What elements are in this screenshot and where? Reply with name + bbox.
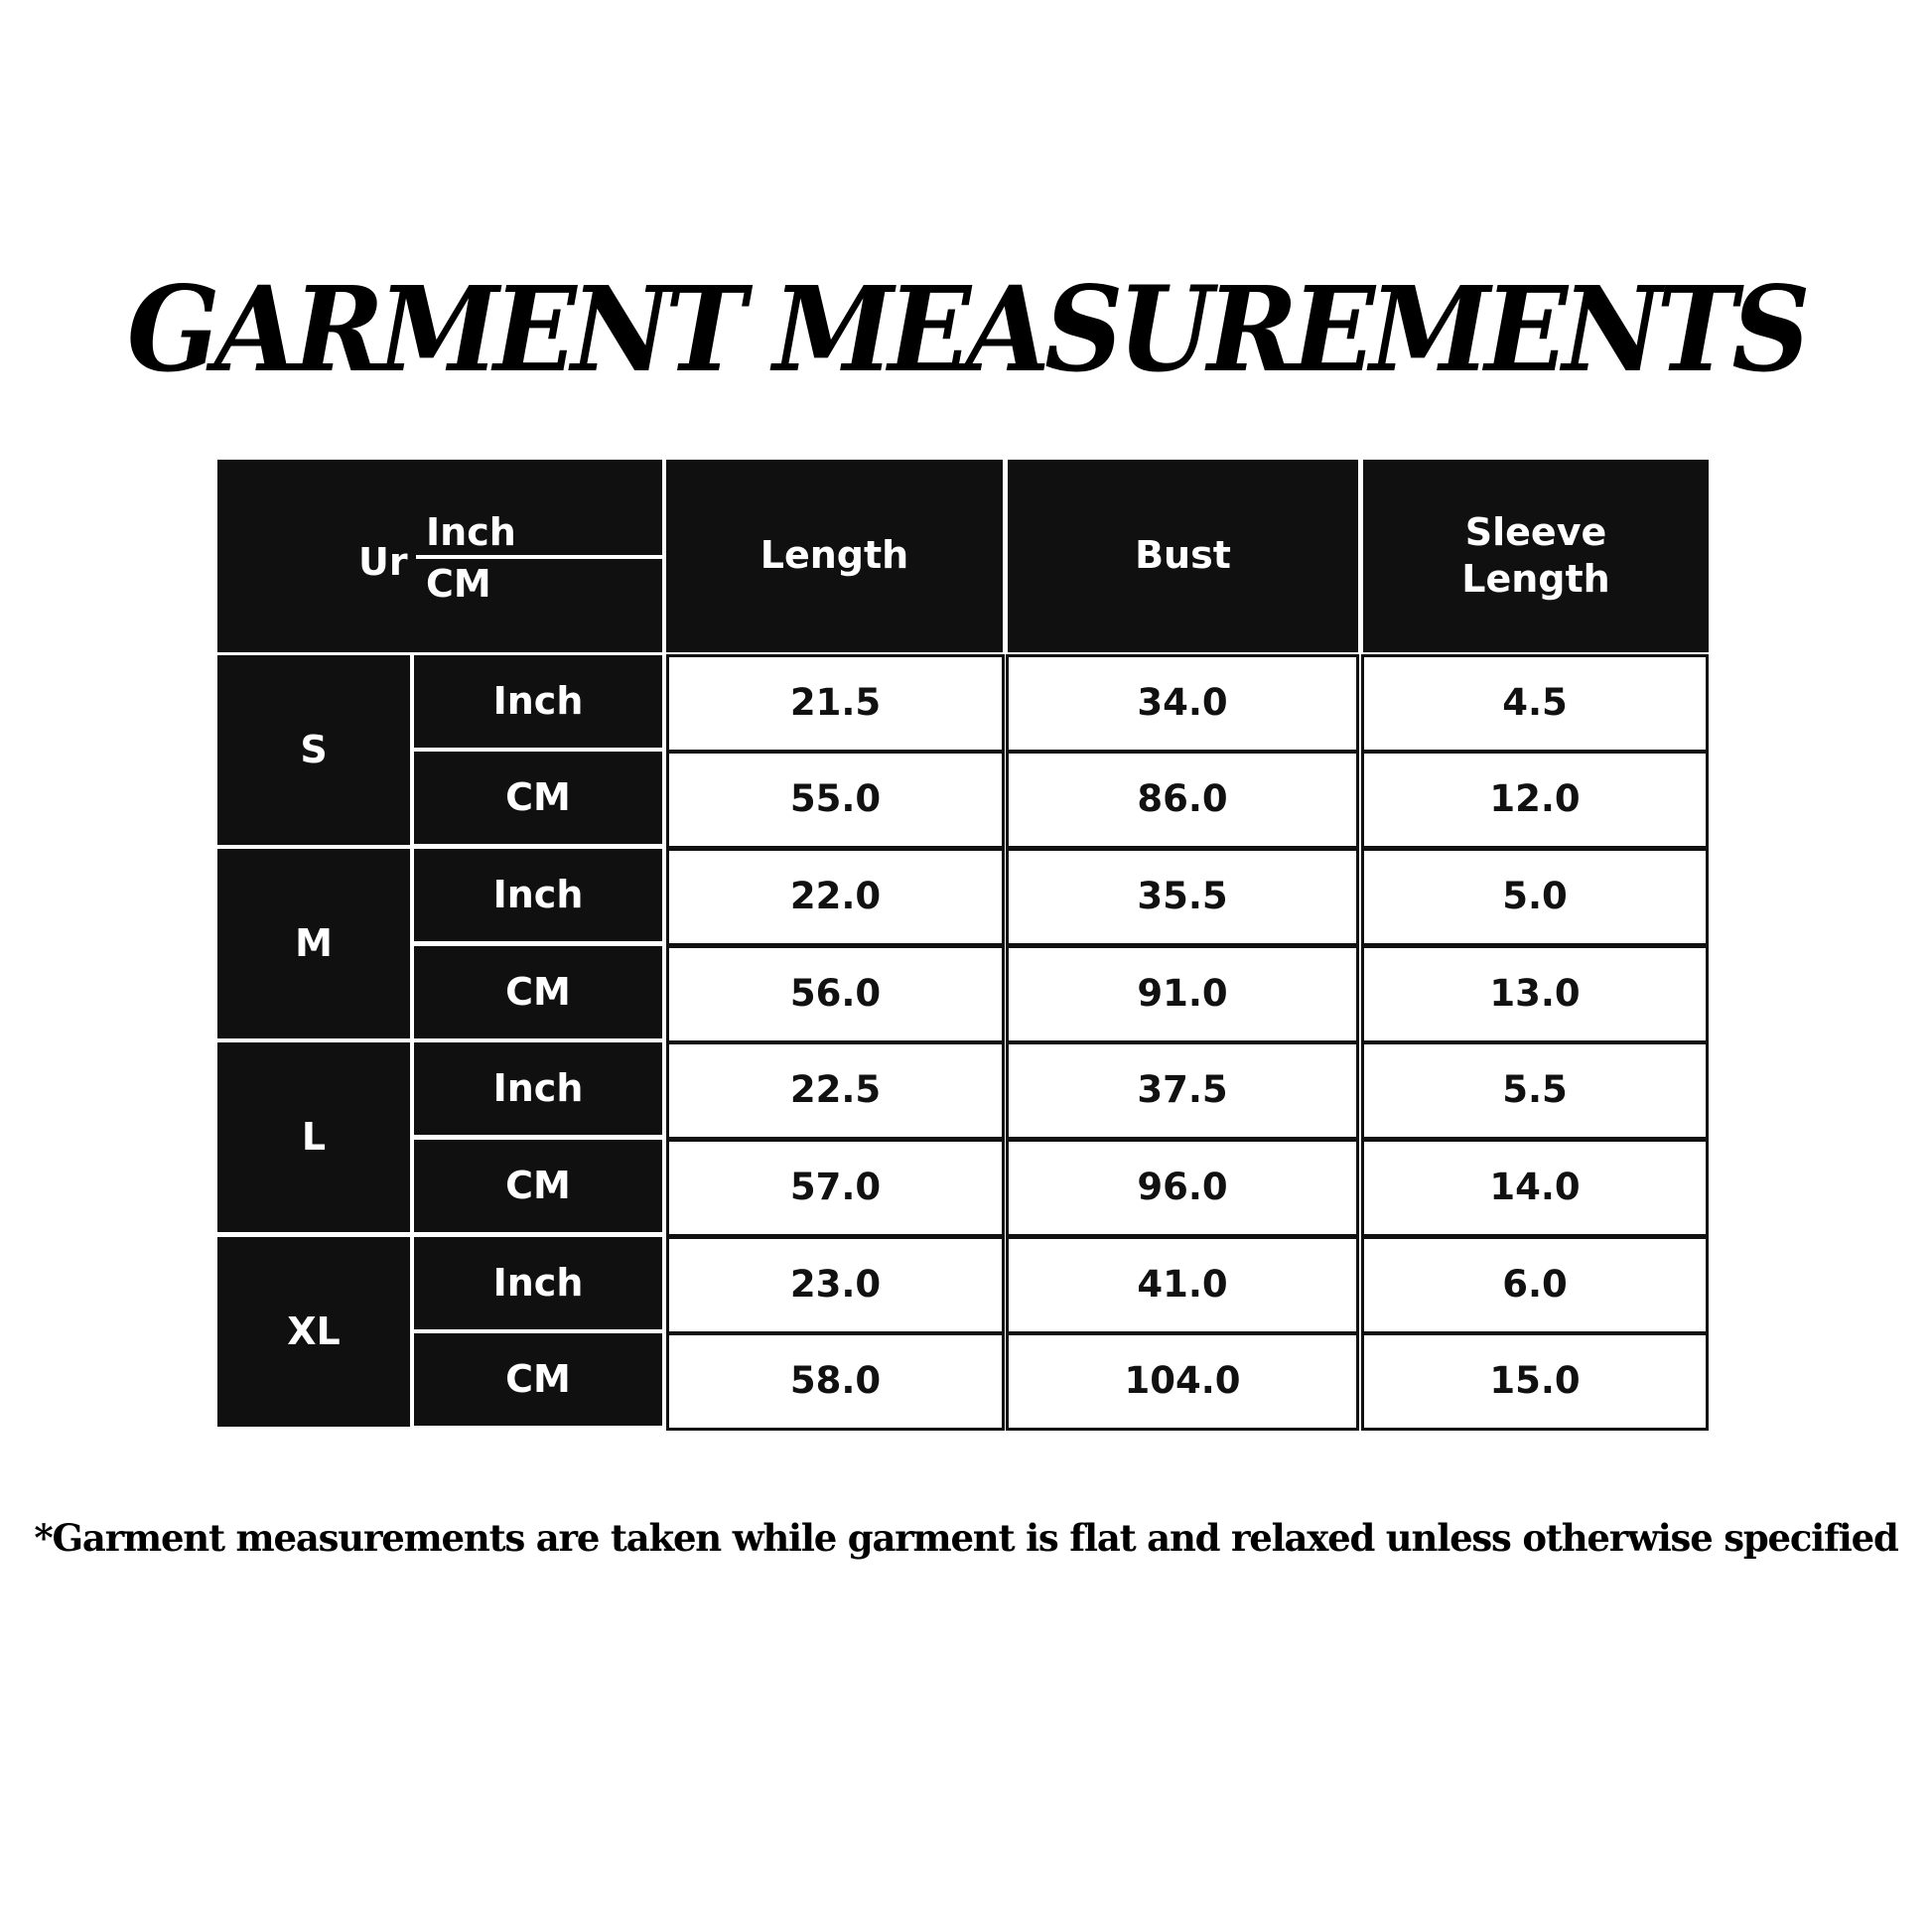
size-label-xl: XL	[217, 1237, 410, 1427]
size-label-l: L	[217, 1042, 410, 1232]
corner-divider	[416, 555, 662, 559]
table-cell: 22.0	[666, 848, 1005, 946]
column-header-bust: Bust	[1008, 460, 1358, 652]
corner-label: Ur	[358, 540, 408, 584]
table-cell: 15.0	[1361, 1332, 1709, 1431]
table-cell: 55.0	[666, 751, 1005, 849]
table-cell: 22.5	[666, 1041, 1005, 1140]
table-cell: 37.5	[1006, 1041, 1359, 1140]
size-label-m: M	[217, 849, 410, 1038]
corner-top-unit: Inch	[426, 510, 516, 554]
table-cell: 91.0	[1006, 945, 1359, 1043]
table-cell: 56.0	[666, 945, 1005, 1043]
corner-header: Ur Inch CM	[217, 460, 662, 652]
size-chart-table: Ur Inch CM Length Bust Sleeve Length S In…	[217, 460, 1709, 1431]
table-cell: 4.5	[1361, 654, 1709, 753]
column-header-sleeve-length: Sleeve Length	[1363, 460, 1709, 652]
unit-label: CM	[414, 1333, 662, 1426]
column-header-length: Length	[666, 460, 1003, 652]
unit-label: CM	[414, 946, 662, 1038]
corner-bottom-unit: CM	[426, 562, 491, 606]
table-cell: 23.0	[666, 1236, 1005, 1334]
unit-label: CM	[414, 752, 662, 844]
table-cell: 21.5	[666, 654, 1005, 753]
table-cell: 5.0	[1361, 848, 1709, 946]
unit-label: CM	[414, 1140, 662, 1232]
table-cell: 96.0	[1006, 1139, 1359, 1237]
table-cell: 104.0	[1006, 1332, 1359, 1431]
table-cell: 14.0	[1361, 1139, 1709, 1237]
table-cell: 6.0	[1361, 1236, 1709, 1334]
size-label-s: S	[217, 655, 410, 845]
unit-label: Inch	[414, 1237, 662, 1329]
table-cell: 13.0	[1361, 945, 1709, 1043]
table-cell: 57.0	[666, 1139, 1005, 1237]
table-cell: 35.5	[1006, 848, 1359, 946]
table-cell: 12.0	[1361, 751, 1709, 849]
unit-label: Inch	[414, 655, 662, 748]
table-cell: 86.0	[1006, 751, 1359, 849]
table-cell: 5.5	[1361, 1041, 1709, 1140]
table-cell: 41.0	[1006, 1236, 1359, 1334]
table-cell: 34.0	[1006, 654, 1359, 753]
page-title: GARMENT MEASUREMENTS	[126, 260, 1811, 398]
unit-label: Inch	[414, 1042, 662, 1135]
footnote: *Garment measurements are taken while ga…	[34, 1516, 1898, 1560]
unit-label: Inch	[414, 849, 662, 941]
table-cell: 58.0	[666, 1332, 1005, 1431]
